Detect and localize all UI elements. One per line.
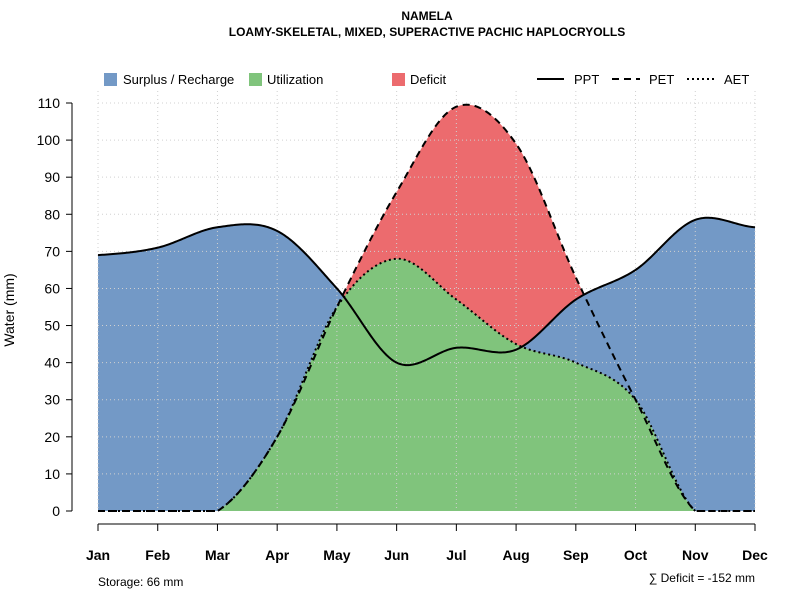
legend-swatch-surplus [104,73,117,86]
storage-annotation: Storage: 66 mm [98,575,183,589]
y-tick-label-80: 80 [44,206,60,222]
y-tick-label-30: 30 [44,392,60,408]
x-tick-label-nov: Nov [682,547,709,563]
x-tick-label-dec: Dec [742,547,768,563]
legend-label-ppt: PPT [574,72,599,87]
grid-layer [97,91,756,511]
y-tick-label-0: 0 [52,503,60,519]
y-axis: 0 10 20 30 40 50 60 70 80 90 100 110 [37,95,73,519]
surplus-area [98,217,755,511]
chart-title: NAMELA [401,9,453,23]
x-tick-label-jul: Jul [446,547,466,563]
x-tick-label-sep: Sep [563,547,589,563]
legend-swatch-deficit [392,73,405,86]
x-tick-label-feb: Feb [145,547,170,563]
x-axis: Jan Feb Mar Apr May Jun Jul Aug Sep Oct Nov Dec [86,523,768,563]
legend-label-surplus: Surplus / Recharge [123,72,234,87]
y-tick-label-60: 60 [44,280,60,296]
area-layer [98,104,755,511]
chart-subtitle: LOAMY-SKELETAL, MIXED, SUPERACTIVE PACHI… [229,25,625,39]
legend-label-utilization: Utilization [267,72,323,87]
y-tick-label-100: 100 [37,132,61,148]
series-line-aet [98,257,755,512]
legend: Surplus / Recharge Utilization Deficit P… [104,72,749,87]
y-axis-label: Water (mm) [1,273,17,346]
series-line-pet [98,103,755,512]
legend-label-pet: PET [649,72,674,87]
x-tick-label-jan: Jan [86,547,110,563]
utilization-area [98,258,755,511]
deficit-annotation: ∑ Deficit = -152 mm [649,571,755,585]
x-tick-label-mar: Mar [205,547,230,563]
legend-swatch-utilization [249,73,262,86]
x-tick-label-aug: Aug [502,547,529,563]
y-tick-label-90: 90 [44,169,60,185]
y-tick-label-110: 110 [38,95,61,111]
x-tick-label-may: May [323,547,350,563]
legend-label-aet: AET [724,72,749,87]
y-tick-label-10: 10 [44,466,60,482]
x-tick-label-apr: Apr [265,547,290,563]
y-tick-label-20: 20 [44,429,60,445]
x-tick-label-jun: Jun [384,547,409,563]
legend-label-deficit: Deficit [410,72,447,87]
y-tick-label-70: 70 [44,243,60,259]
y-tick-label-40: 40 [44,355,60,371]
x-tick-label-oct: Oct [624,547,648,563]
line-layer [97,103,756,512]
series-line-ppt [97,216,756,367]
y-tick-label-50: 50 [44,318,60,334]
